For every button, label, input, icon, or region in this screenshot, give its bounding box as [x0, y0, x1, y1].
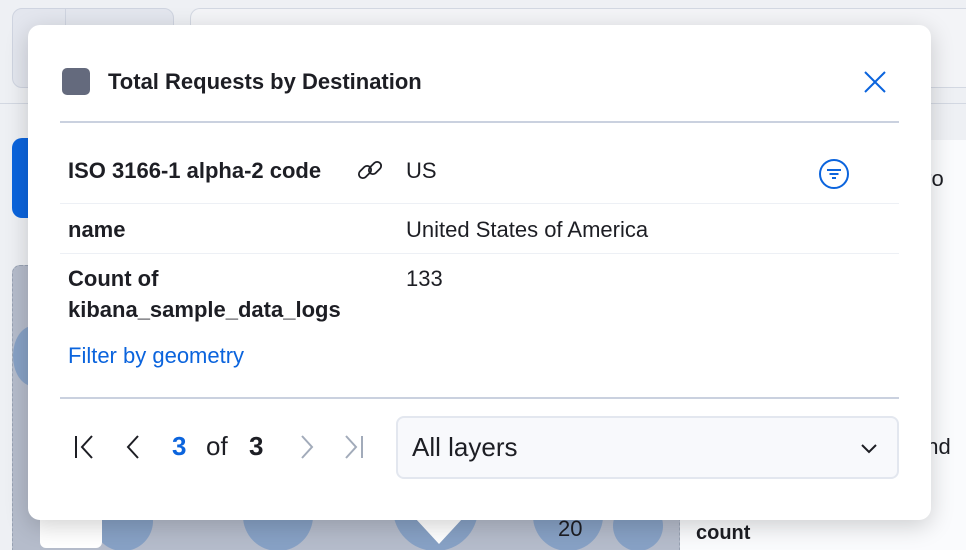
property-value: United States of America — [406, 217, 649, 242]
divider — [60, 397, 899, 399]
last-page-icon[interactable] — [340, 433, 366, 461]
property-key: ISO 3166-1 alpha-2 code — [68, 158, 322, 183]
row-divider — [60, 253, 899, 254]
map-tooltip-popover: Total Requests by Destination ISO 3166-1… — [28, 25, 931, 520]
filter-icon[interactable] — [818, 158, 850, 190]
row-divider — [60, 203, 899, 204]
close-icon[interactable] — [862, 69, 888, 95]
map-label: 20 — [558, 516, 583, 541]
property-key: name — [68, 217, 126, 242]
popover-arrow — [415, 518, 463, 544]
current-page[interactable]: 3 — [172, 431, 187, 461]
layer-color-swatch — [62, 68, 90, 95]
side-text: count — [696, 522, 751, 544]
link-icon — [357, 160, 383, 180]
first-page-icon[interactable] — [72, 433, 98, 461]
layer-select-value: All layers — [412, 432, 518, 462]
next-page-icon[interactable] — [294, 433, 320, 461]
filter-by-geometry-link[interactable]: Filter by geometry — [68, 343, 245, 368]
property-key: Count of kibana_sample_data_logs — [68, 266, 341, 322]
property-value: US — [406, 158, 437, 183]
layer-select[interactable]: All layers — [396, 416, 899, 479]
total-pages: 3 — [249, 431, 264, 461]
chevron-down-icon — [861, 444, 877, 454]
property-value: 133 — [406, 266, 443, 291]
page-of-label: of — [206, 431, 228, 461]
previous-page-icon[interactable] — [120, 433, 146, 461]
popover-title: Total Requests by Destination — [108, 69, 422, 94]
divider — [60, 121, 899, 123]
